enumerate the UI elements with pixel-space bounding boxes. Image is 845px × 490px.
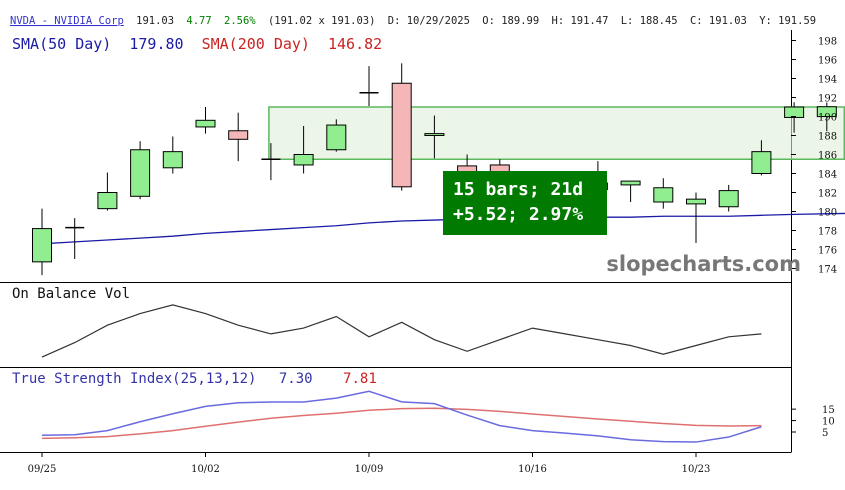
bid-ask: (191.02 x 191.03)	[268, 15, 375, 27]
candle	[391, 63, 412, 191]
candle-body	[162, 151, 183, 169]
date-tick-label: 10/16	[518, 464, 547, 475]
header-line: NVDA - NVIDIA Corp 191.03 4.77 2.56% (19…	[10, 15, 816, 27]
last-price: 191.03	[136, 15, 174, 27]
price-tick-label: 182	[818, 189, 837, 200]
candle	[293, 126, 314, 174]
tsi-tick-label: 10	[822, 417, 835, 428]
date-readout: D: 10/29/2025	[388, 15, 470, 27]
candle	[195, 107, 216, 134]
candle	[686, 192, 706, 243]
tsi-line	[41, 390, 762, 443]
tsi-legend: True Strength Index(25,13,12) 7.30 7.81	[12, 371, 377, 387]
candle	[326, 119, 347, 152]
candle	[359, 66, 379, 107]
y-readout: Y: 191.59	[759, 15, 816, 27]
open-readout: O: 189.99	[482, 15, 539, 27]
candle-body	[751, 151, 772, 174]
candle	[751, 140, 772, 176]
candle-body	[228, 130, 249, 140]
sma50-label: SMA(50 Day)	[12, 35, 111, 53]
candle	[65, 218, 85, 259]
candlestick-series	[32, 63, 837, 276]
candle	[130, 141, 151, 200]
candle-body	[326, 124, 347, 151]
candle	[718, 184, 739, 212]
date-tick-label: 09/25	[28, 464, 57, 475]
price-tick-label: 184	[818, 170, 837, 181]
callout-line1: 15 bars; 21d	[453, 179, 583, 200]
price-change-pct: 2.56%	[224, 15, 256, 27]
candle	[32, 208, 52, 276]
candle	[97, 172, 118, 211]
candle-body	[195, 119, 216, 128]
panel-frames	[0, 30, 792, 453]
date-tick-label: 10/09	[355, 464, 384, 475]
candle-body	[718, 190, 739, 208]
tsi-label: True Strength Index(25,13,12)	[12, 371, 256, 387]
candle	[424, 115, 445, 159]
price-tick-label: 190	[818, 113, 837, 124]
candle	[261, 143, 281, 181]
price-tick-label: 198	[818, 37, 837, 48]
callout-line2: +5.52; 2.97%	[453, 204, 583, 225]
callout-box	[443, 171, 607, 235]
tsi-tick-label: 5	[822, 428, 828, 439]
candle-body	[686, 198, 706, 205]
obv-label: On Balance Vol	[12, 286, 130, 302]
candle-body	[293, 154, 314, 166]
candle-body	[97, 192, 118, 210]
candle	[228, 112, 249, 162]
candle	[162, 136, 183, 174]
price-tick-label: 194	[818, 75, 837, 86]
price-change: 4.77	[186, 15, 211, 27]
obv-line	[41, 304, 762, 358]
price-tick-label: 174	[818, 265, 837, 276]
high-readout: H: 191.47	[552, 15, 609, 27]
sma50-value: 179.80	[129, 35, 183, 53]
price-tick-label: 178	[818, 227, 837, 238]
highlight-range-box	[268, 106, 845, 160]
tsi-value1: 7.30	[279, 371, 313, 387]
close-readout: C: 191.03	[690, 15, 747, 27]
candle-body	[816, 106, 837, 118]
symbol-link[interactable]: NVDA - NVIDIA Corp	[10, 15, 124, 27]
tsi-tick-label: 15	[822, 405, 835, 416]
price-tick-label: 196	[818, 56, 837, 67]
price-tick-label: 180	[818, 208, 837, 219]
tsi-value2: 7.81	[343, 371, 377, 387]
price-tick-label: 176	[818, 246, 837, 257]
candle-body	[620, 180, 641, 186]
date-axis: 09/25 10/02 10/09 10/16 10/23	[28, 452, 711, 475]
price-axis: 174 176 178 180 182 184 186 188 190 192 194 196 198	[791, 37, 837, 276]
candle-body	[424, 133, 445, 137]
watermark: slopecharts.com	[606, 252, 801, 276]
price-tick-label: 188	[818, 132, 837, 143]
candle-body	[32, 228, 52, 263]
date-tick-label: 10/02	[191, 464, 220, 475]
date-tick-label: 10/23	[682, 464, 711, 475]
candle	[784, 102, 805, 133]
sma200-label: SMA(200 Day)	[202, 35, 310, 53]
tsi-signal-line	[41, 407, 762, 440]
candle	[653, 178, 674, 209]
candle-body	[784, 106, 805, 118]
sma200-value: 146.82	[328, 35, 382, 53]
sma-legend: SMA(50 Day) 179.80 SMA(200 Day) 146.82	[12, 35, 382, 53]
price-tick-label: 186	[818, 151, 837, 162]
candle	[620, 180, 641, 202]
candle	[816, 102, 837, 132]
candle-body	[130, 149, 151, 197]
price-tick-label: 192	[818, 94, 837, 105]
candle-body	[653, 187, 674, 203]
candle-body	[391, 82, 412, 188]
low-readout: L: 188.45	[621, 15, 678, 27]
